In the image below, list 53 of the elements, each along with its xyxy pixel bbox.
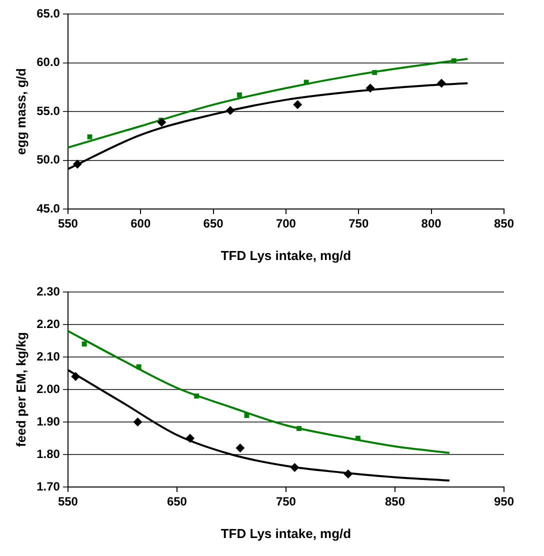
y-tick-label: 1.70 [36, 479, 60, 494]
x-axis-title: TFD Lys intake, mg/d [220, 248, 352, 263]
y-tick-label: 60.0 [36, 55, 60, 70]
y-tick-label: 1.90 [36, 414, 60, 428]
point [72, 160, 82, 169]
y-tick-label: 2.30 [36, 284, 60, 298]
line-series [68, 330, 450, 454]
point [71, 372, 80, 381]
line-series [68, 58, 469, 149]
point [366, 84, 375, 93]
y-tick-label: 2.00 [36, 382, 60, 396]
x-tick-label: 550 [58, 216, 78, 231]
point [293, 100, 302, 110]
point [82, 342, 87, 346]
point [244, 413, 250, 418]
point [194, 394, 200, 398]
x-tick-label: 800 [421, 216, 442, 231]
point [344, 470, 353, 478]
point [236, 444, 245, 452]
x-tick-label: 750 [348, 216, 369, 231]
y-tick-label: 50.0 [36, 152, 60, 167]
x-tick-label: 550 [58, 494, 78, 509]
x-tick-label: 650 [203, 216, 224, 231]
point [157, 118, 166, 127]
x-tick-label: 700 [276, 216, 296, 231]
y-axis-title: feed per EM, kg/kg [13, 332, 28, 447]
point [226, 106, 235, 116]
y-axis-title: egg mass, g/d [13, 68, 28, 155]
x-axis-title: TFD Lys intake, mg/d [220, 526, 352, 541]
point [355, 436, 360, 441]
y-tick-label: 2.20 [36, 316, 60, 331]
y-tick-label: 65.0 [36, 6, 60, 20]
x-tick-label: 600 [130, 216, 151, 231]
point [236, 92, 242, 98]
y-tick-label: 55.0 [36, 104, 60, 118]
point [372, 70, 378, 75]
x-tick-label: 750 [276, 494, 296, 509]
x-tick-label: 850 [384, 494, 406, 509]
point [87, 134, 92, 140]
x-tick-label: 850 [494, 216, 514, 231]
y-tick-label: 1.80 [36, 446, 60, 461]
x-tick-label: 650 [166, 494, 188, 509]
point [133, 418, 142, 426]
point [136, 364, 142, 370]
point [437, 78, 446, 88]
point [186, 434, 195, 443]
y-tick-label: 2.10 [36, 349, 60, 364]
point [451, 58, 456, 64]
x-tick-label: 950 [494, 494, 514, 509]
point [304, 80, 309, 85]
point [290, 463, 300, 472]
point [296, 426, 302, 431]
y-tick-label: 45.0 [36, 201, 60, 216]
